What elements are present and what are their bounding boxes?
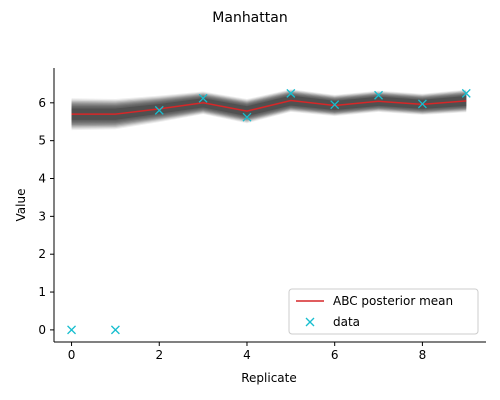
- marker-stroke: [374, 90, 384, 100]
- x-tick-label: 6: [331, 348, 339, 362]
- legend-label: ABC posterior mean: [333, 294, 453, 308]
- y-tick-label: 4: [38, 172, 46, 186]
- y-tick-label: 1: [38, 285, 46, 299]
- posterior-band: [71, 89, 467, 131]
- data-point-marker: [67, 325, 77, 335]
- x-tick-label: 8: [419, 348, 427, 362]
- data-point-marker: [242, 112, 252, 122]
- data-point-marker: [154, 105, 164, 115]
- marker-stroke: [461, 88, 471, 98]
- data-point-marker: [198, 93, 208, 103]
- data-point-marker: [461, 88, 471, 98]
- marker-stroke: [154, 105, 164, 115]
- marker-stroke: [110, 325, 120, 335]
- chart-title: Manhattan: [212, 10, 287, 26]
- data-point-marker: [286, 88, 296, 98]
- data-point-marker: [330, 100, 340, 110]
- series-layer: [67, 88, 471, 335]
- x-tick-label: 4: [243, 348, 251, 362]
- data-point-marker: [110, 325, 120, 335]
- y-tick-label: 5: [38, 134, 46, 148]
- axes: 0 2 4 6 8 0 1 2 3 4 5 6: [38, 68, 486, 362]
- marker-stroke: [242, 112, 252, 122]
- y-tick-label: 2: [38, 247, 46, 261]
- y-tick-label: 6: [38, 96, 46, 110]
- marker-stroke: [67, 325, 77, 335]
- marker-stroke: [330, 100, 340, 110]
- legend-swatch-marker: [305, 317, 315, 327]
- x-tick-label: 2: [155, 348, 163, 362]
- data-point-marker: [374, 90, 384, 100]
- marker-stroke: [198, 93, 208, 103]
- marker-stroke: [286, 88, 296, 98]
- legend: ABC posterior mean data: [288, 288, 479, 335]
- y-tick-label: 0: [38, 323, 46, 337]
- legend-box: [288, 288, 479, 335]
- series-line-posterior-mean: [71, 99, 467, 115]
- y-axis-label: Value: [14, 189, 28, 222]
- legend-label: data: [333, 315, 360, 329]
- marker-stroke: [417, 99, 427, 109]
- data-point-marker: [417, 99, 427, 109]
- x-tick-label: 0: [68, 348, 76, 362]
- x-axis-label: Replicate: [241, 371, 297, 385]
- y-tick-label: 3: [38, 209, 46, 223]
